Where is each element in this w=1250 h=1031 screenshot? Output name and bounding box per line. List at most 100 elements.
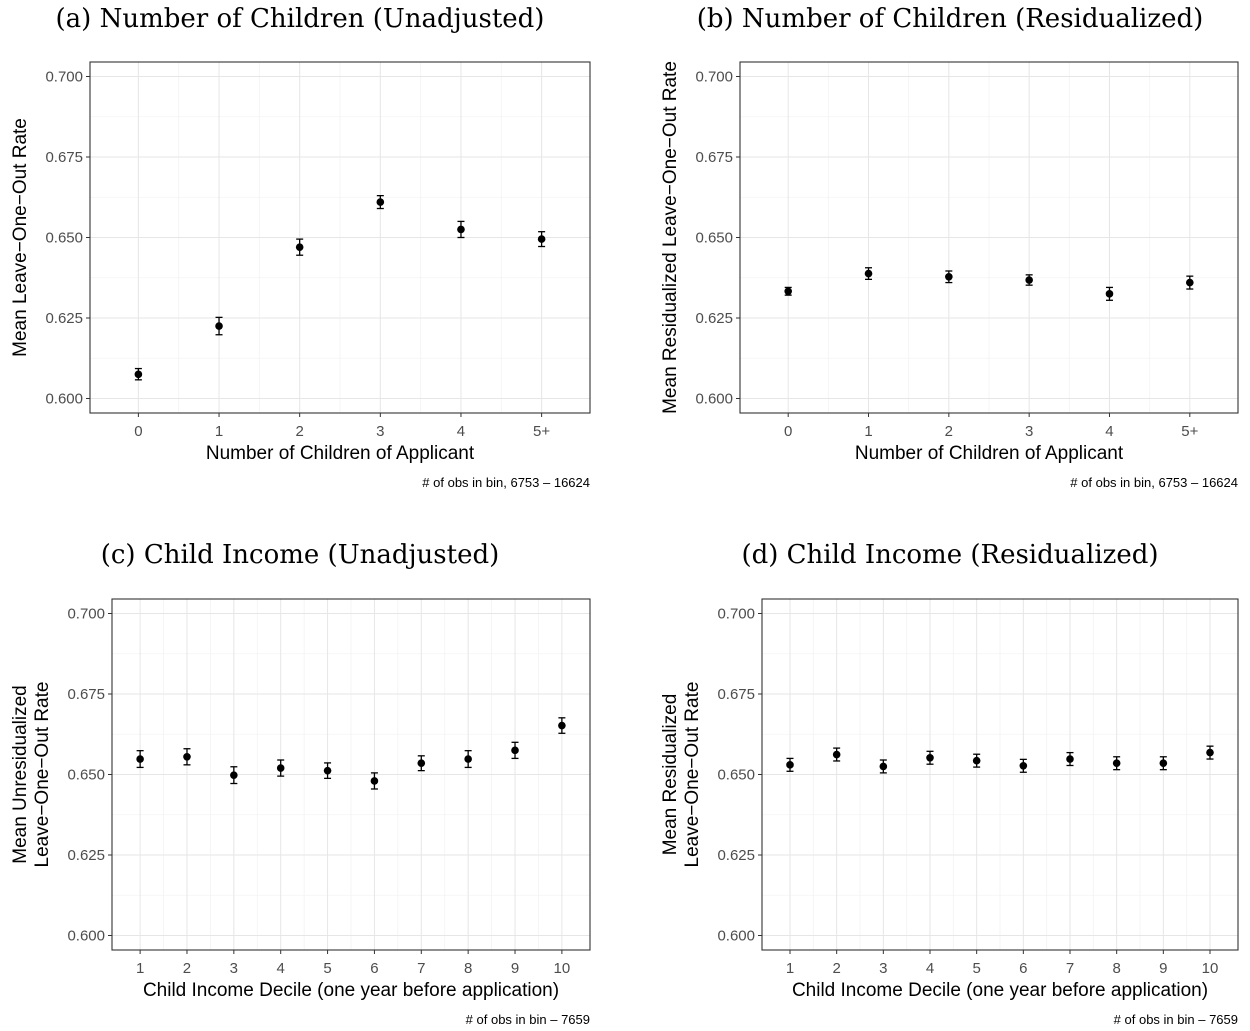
chart-panel-4: 0.600 0.625 0.650 0.675 0.700 1 2 3 4 5 6 7 8 9 10 (d) … bbox=[660, 540, 1239, 1027]
y-axis-label: Mean Leave−One−Out Rate bbox=[10, 118, 31, 357]
x-tick-label: 2 bbox=[832, 960, 840, 977]
obs-caption: # of obs in bin – 7659 bbox=[1114, 1012, 1238, 1027]
x-tick-label: 5 bbox=[972, 960, 980, 977]
x-axis-label: Number of Children of Applicant bbox=[855, 443, 1124, 464]
y-axis-label: Leave−One−Out Rate bbox=[32, 682, 53, 868]
y-tick-label: 0.650 bbox=[717, 767, 755, 784]
obs-caption: # of obs in bin, 6753 – 16624 bbox=[1070, 475, 1238, 490]
y-tick-label: 0.600 bbox=[45, 391, 83, 408]
y-tick-label: 0.675 bbox=[717, 686, 755, 703]
data-point bbox=[370, 777, 379, 785]
x-axis-label: Child Income Decile (one year before app… bbox=[143, 980, 559, 1001]
data-point bbox=[832, 750, 841, 759]
data-point bbox=[784, 287, 792, 296]
data-point bbox=[276, 764, 285, 772]
x-tick-label: 1 bbox=[864, 423, 872, 440]
x-tick-label: 8 bbox=[1112, 960, 1120, 977]
data-point bbox=[786, 761, 794, 769]
x-tick-label: 4 bbox=[277, 960, 285, 977]
y-axis-label: Mean Residualized bbox=[660, 694, 681, 856]
x-tick-label: 5+ bbox=[1181, 423, 1198, 440]
x-tick-label: 6 bbox=[1019, 960, 1027, 977]
data-point bbox=[1186, 278, 1194, 287]
data-point bbox=[1105, 290, 1114, 298]
y-tick-label: 0.700 bbox=[67, 605, 105, 622]
x-tick-label: 3 bbox=[230, 960, 238, 977]
data-point bbox=[864, 269, 873, 278]
data-point bbox=[134, 370, 143, 379]
x-axis-label: Child Income Decile (one year before app… bbox=[792, 980, 1208, 1001]
x-tick-label: 1 bbox=[786, 960, 794, 977]
y-axis-label: Mean Unresidualized bbox=[10, 685, 31, 864]
x-tick-label: 5 bbox=[323, 960, 331, 977]
x-tick-label: 2 bbox=[945, 423, 953, 440]
data-point bbox=[972, 756, 981, 765]
y-tick-label: 0.625 bbox=[695, 310, 733, 327]
y-tick-label: 0.700 bbox=[45, 68, 83, 85]
chart-panel-3: 0.600 0.625 0.650 0.675 0.700 1 2 3 4 5 6 7 8 9 10 (c) … bbox=[10, 540, 591, 1027]
data-point bbox=[295, 243, 304, 251]
data-point bbox=[457, 225, 465, 234]
panel-title: (a) Number of Children (Unadjusted) bbox=[56, 4, 545, 34]
data-point bbox=[183, 752, 191, 761]
y-tick-label: 0.625 bbox=[45, 310, 83, 327]
x-axis-label: Number of Children of Applicant bbox=[206, 443, 475, 464]
y-axis-label: Mean Residualized Leave−One−Out Rate bbox=[660, 61, 681, 414]
obs-caption: # of obs in bin, 6753 – 16624 bbox=[422, 475, 590, 490]
y-tick-label: 0.625 bbox=[717, 847, 755, 864]
x-tick-label: 3 bbox=[1025, 423, 1033, 440]
y-tick-label: 0.650 bbox=[45, 230, 83, 247]
x-tick-label: 7 bbox=[1066, 960, 1074, 977]
y-tick-label: 0.700 bbox=[695, 68, 733, 85]
x-tick-label: 1 bbox=[215, 423, 223, 440]
x-tick-label: 6 bbox=[370, 960, 378, 977]
data-point bbox=[1066, 755, 1074, 763]
x-tick-label: 0 bbox=[784, 423, 792, 440]
data-point bbox=[1025, 276, 1033, 284]
y-tick-label: 0.600 bbox=[67, 928, 105, 945]
x-tick-label: 9 bbox=[1159, 960, 1167, 977]
y-tick-label: 0.650 bbox=[695, 230, 733, 247]
x-tick-label: 5+ bbox=[533, 423, 550, 440]
y-tick-label: 0.650 bbox=[67, 767, 105, 784]
x-tick-label: 10 bbox=[1202, 960, 1219, 977]
y-tick-label: 0.675 bbox=[67, 686, 105, 703]
data-point bbox=[323, 766, 332, 775]
panel-title: (b) Number of Children (Residualized) bbox=[697, 4, 1204, 34]
y-axis-label: Leave−One−Out Rate bbox=[682, 682, 703, 868]
data-point bbox=[1112, 759, 1121, 768]
data-point bbox=[537, 235, 546, 243]
data-point bbox=[558, 721, 566, 730]
data-point bbox=[215, 322, 223, 330]
obs-caption: # of obs in bin – 7659 bbox=[466, 1012, 590, 1027]
data-point bbox=[1159, 759, 1168, 768]
panel-title: (d) Child Income (Residualized) bbox=[741, 540, 1158, 570]
y-tick-label: 0.600 bbox=[695, 391, 733, 408]
data-point bbox=[136, 755, 144, 763]
y-tick-label: 0.675 bbox=[695, 149, 733, 166]
x-tick-label: 3 bbox=[879, 960, 887, 977]
x-tick-label: 8 bbox=[464, 960, 472, 977]
data-point bbox=[417, 759, 426, 768]
y-tick-label: 0.625 bbox=[67, 847, 105, 864]
x-tick-label: 1 bbox=[136, 960, 144, 977]
y-tick-label: 0.700 bbox=[717, 605, 755, 622]
y-tick-label: 0.675 bbox=[45, 149, 83, 166]
data-point bbox=[511, 746, 519, 755]
x-tick-label: 7 bbox=[417, 960, 425, 977]
x-tick-label: 4 bbox=[1105, 423, 1113, 440]
x-tick-label: 4 bbox=[926, 960, 934, 977]
x-tick-label: 3 bbox=[376, 423, 384, 440]
x-tick-label: 4 bbox=[457, 423, 465, 440]
x-tick-label: 2 bbox=[296, 423, 304, 440]
x-tick-label: 9 bbox=[511, 960, 519, 977]
data-point bbox=[230, 771, 238, 779]
data-point bbox=[879, 762, 888, 771]
data-point bbox=[376, 198, 385, 206]
data-point bbox=[945, 272, 953, 281]
data-point bbox=[926, 753, 934, 762]
panel-title: (c) Child Income (Unadjusted) bbox=[101, 540, 500, 570]
data-point bbox=[1206, 748, 1214, 757]
x-tick-label: 2 bbox=[183, 960, 191, 977]
